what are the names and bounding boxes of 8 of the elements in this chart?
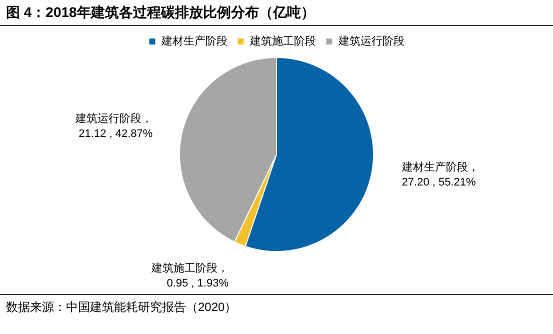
legend-label: 建筑运行阶段 [337, 34, 404, 48]
legend-label: 建筑施工阶段 [248, 34, 316, 48]
data-label: 建筑运行阶段， 21.12 , 42.87% [74, 112, 153, 140]
source-note: 数据来源：中国建筑能耗研究报告（2020） [0, 294, 553, 320]
legend-label: 建材生产阶段 [160, 34, 228, 48]
chart-title: 图 4：2018年建筑各过程碳排放比例分布（亿吨） [0, 0, 553, 26]
data-label: 建筑施工阶段， 0.95 , 1.93% [150, 262, 229, 290]
data-label: 建材生产阶段， 27.20 , 55.21% [400, 160, 479, 189]
